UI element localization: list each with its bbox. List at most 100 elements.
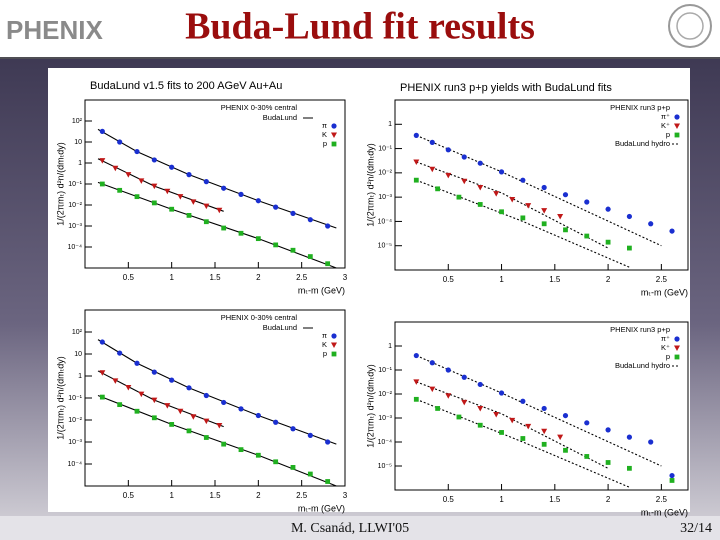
data-point <box>151 415 157 421</box>
data-point <box>541 208 548 214</box>
data-point <box>307 432 313 438</box>
legend-swatch <box>674 132 680 138</box>
data-point <box>520 436 526 441</box>
data-point <box>238 406 244 412</box>
data-point <box>273 459 279 465</box>
data-point <box>151 157 157 163</box>
data-point <box>151 200 157 206</box>
data-point <box>477 160 483 166</box>
data-point <box>99 394 105 400</box>
page-number: 32/14 <box>680 521 712 536</box>
y-tick-label: 10⁻³ <box>378 194 392 201</box>
y-tick-label: 1 <box>388 121 392 128</box>
y-tick-label: 10⁻⁴ <box>378 439 393 446</box>
data-point <box>203 203 210 210</box>
legend-label: π <box>322 331 327 340</box>
y-tick-label: 10⁻³ <box>68 223 82 230</box>
data-point <box>669 228 675 234</box>
x-tick-label: 1 <box>169 491 174 500</box>
emblem <box>668 4 712 48</box>
y-tick-label: 10⁻³ <box>378 415 392 422</box>
data-point <box>221 185 227 191</box>
data-point <box>541 184 547 191</box>
y-tick-label: 1 <box>78 373 82 380</box>
data-point <box>562 412 569 419</box>
data-point <box>273 419 279 425</box>
data-point <box>117 187 123 193</box>
data-point <box>499 209 504 215</box>
data-point <box>99 158 106 164</box>
data-point <box>216 423 223 429</box>
data-point <box>186 385 192 391</box>
data-point <box>429 386 436 393</box>
data-point <box>134 360 140 366</box>
x-tick-label: 2.5 <box>656 495 668 504</box>
data-point <box>255 198 261 204</box>
y-axis-label: 1/(2πmₜ) d²n/(dmₜdy) <box>365 143 375 227</box>
y-tick-label: 10⁻¹ <box>68 395 82 402</box>
data-point <box>669 472 675 479</box>
x-tick-label: 2.5 <box>656 275 668 284</box>
data-point <box>238 230 244 236</box>
data-point <box>307 217 313 223</box>
y-tick-label: 10⁻¹ <box>378 145 392 152</box>
x-tick-label: 2 <box>256 273 261 282</box>
data-point <box>99 181 105 187</box>
y-tick-label: 1 <box>388 343 392 350</box>
x-tick-label: 0.5 <box>123 273 135 282</box>
y-tick-label: 10⁻² <box>378 391 392 398</box>
data-point <box>99 370 106 376</box>
y-axis-label: 1/(2πmₜ) d²n/(dmₜdy) <box>55 356 65 440</box>
logo: PHENIX <box>6 15 103 45</box>
x-tick-label: 2 <box>606 495 611 504</box>
data-point <box>584 420 590 426</box>
data-point <box>456 194 462 200</box>
data-point <box>413 396 419 402</box>
x-tick-label: 1.5 <box>209 491 221 500</box>
data-point <box>477 184 484 191</box>
legend-label: K⁺ <box>661 343 670 352</box>
x-tick-label: 1.5 <box>549 495 561 504</box>
legend-label: BudaLund hydro <box>615 139 670 148</box>
y-tick-label: 10² <box>72 329 83 336</box>
legend-swatch <box>331 333 337 339</box>
legend-swatch <box>674 114 680 120</box>
x-tick-label: 2.5 <box>296 273 308 282</box>
legend-swatch <box>674 354 680 360</box>
plot-frame <box>394 99 689 271</box>
data-point <box>203 179 209 185</box>
data-point <box>509 196 516 203</box>
x-axis-label: mₜ-m (GeV) <box>641 287 688 297</box>
data-point <box>216 207 223 214</box>
x-axis-label: mₜ-m (GeV) <box>298 503 345 513</box>
data-point <box>290 426 296 432</box>
legend-swatch <box>331 132 337 138</box>
data-point <box>520 177 526 183</box>
data-point <box>557 213 564 220</box>
data-point <box>117 139 123 145</box>
data-point <box>429 139 435 145</box>
data-point <box>325 223 331 229</box>
data-point <box>203 435 209 440</box>
legend-swatch <box>674 123 680 129</box>
data-point <box>290 210 296 216</box>
data-point <box>99 128 105 134</box>
y-tick-label: 10² <box>72 118 83 125</box>
data-point <box>445 393 452 399</box>
data-point <box>186 428 192 434</box>
data-point <box>525 203 532 209</box>
data-point <box>563 227 568 233</box>
y-tick-label: 10⁻⁴ <box>68 244 83 251</box>
data-point <box>525 423 532 430</box>
data-point <box>435 186 441 192</box>
data-point <box>203 219 209 225</box>
data-point <box>445 172 452 179</box>
data-point <box>627 465 632 471</box>
data-point <box>541 405 547 412</box>
y-axis-label: 1/(2πmₜ) d²n/(dmₜdy) <box>55 142 65 226</box>
legend-swatch <box>331 141 337 147</box>
x-tick-label: 1 <box>499 275 504 284</box>
data-point <box>445 367 451 373</box>
x-axis-label: mₜ-m (GeV) <box>641 507 688 517</box>
